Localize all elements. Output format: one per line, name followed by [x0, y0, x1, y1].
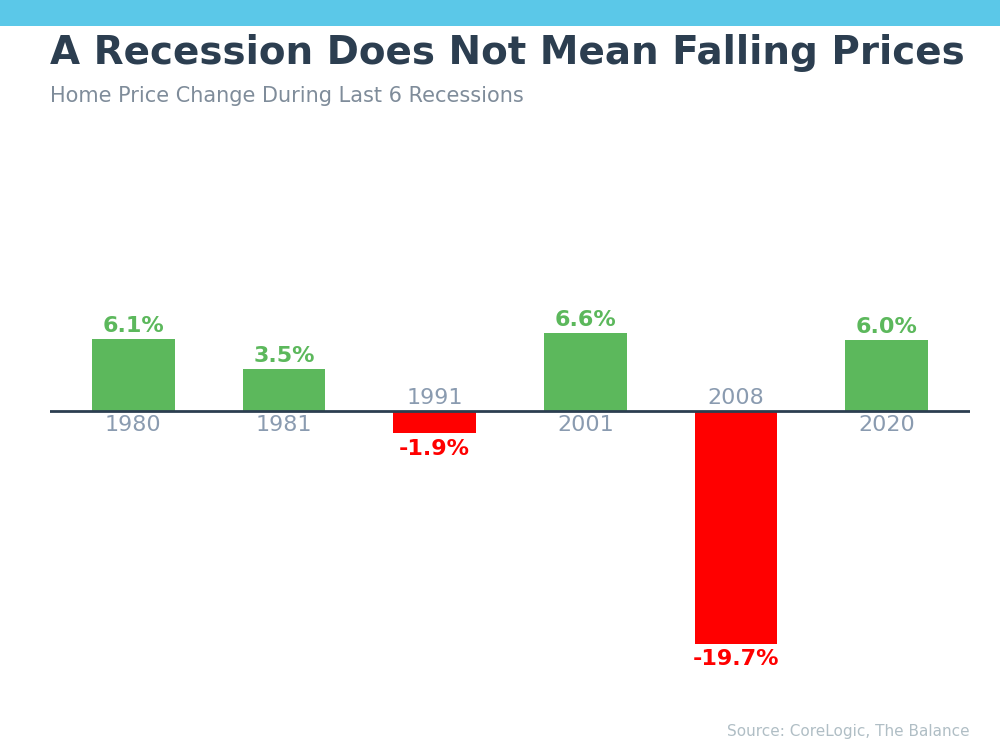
Text: A Recession Does Not Mean Falling Prices: A Recession Does Not Mean Falling Prices [50, 34, 965, 72]
Text: -19.7%: -19.7% [693, 650, 779, 670]
Text: 3.5%: 3.5% [253, 346, 315, 366]
Text: 2020: 2020 [858, 415, 915, 435]
Text: 6.1%: 6.1% [102, 316, 164, 336]
Text: 6.0%: 6.0% [856, 316, 918, 337]
Bar [544, 333, 627, 411]
Bar [393, 411, 476, 434]
Text: -1.9%: -1.9% [399, 439, 470, 459]
Text: 1981: 1981 [256, 415, 312, 435]
Text: 6.6%: 6.6% [554, 310, 616, 330]
Text: 2008: 2008 [708, 388, 764, 408]
Text: Home Price Change During Last 6 Recessions: Home Price Change During Last 6 Recessio… [50, 86, 524, 106]
Text: 1980: 1980 [105, 415, 162, 435]
Bar [243, 369, 325, 411]
Bar [695, 411, 777, 644]
Bar [92, 338, 175, 411]
Text: 1991: 1991 [406, 388, 463, 408]
Text: 2001: 2001 [557, 415, 614, 435]
Bar [845, 340, 928, 411]
Text: Source: CoreLogic, The Balance: Source: CoreLogic, The Balance [727, 724, 970, 739]
